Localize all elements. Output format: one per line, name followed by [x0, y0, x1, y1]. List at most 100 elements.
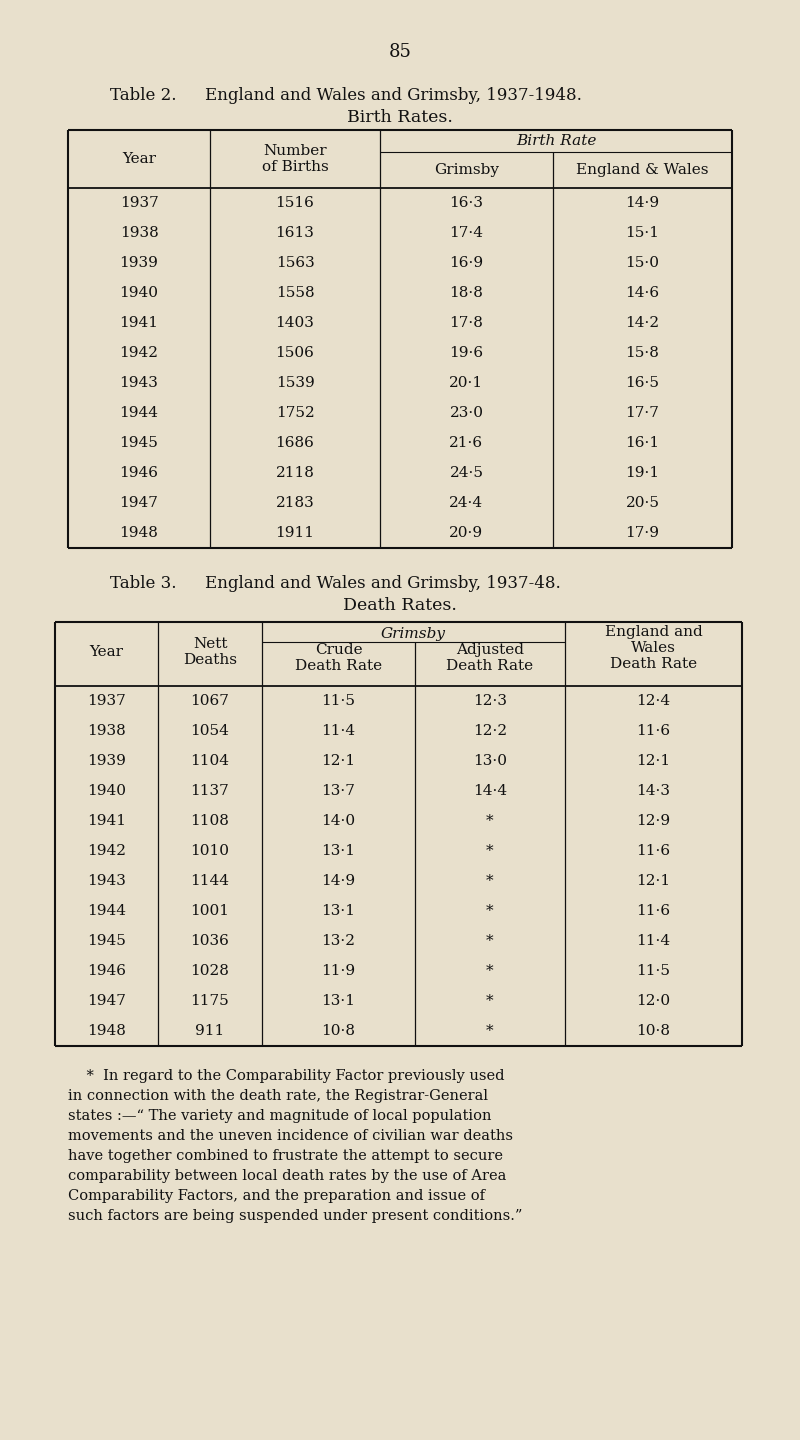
Text: 1010: 1010	[190, 844, 230, 858]
Text: 12·9: 12·9	[637, 814, 670, 828]
Text: movements and the uneven incidence of civilian war deaths: movements and the uneven incidence of ci…	[68, 1129, 513, 1143]
Text: 12·1: 12·1	[637, 755, 670, 768]
Text: 1944: 1944	[87, 904, 126, 919]
Text: 12·2: 12·2	[473, 724, 507, 737]
Text: 85: 85	[389, 43, 411, 60]
Text: *  In regard to the Comparability Factor previously used: * In regard to the Comparability Factor …	[68, 1068, 505, 1083]
Text: 1563: 1563	[276, 256, 314, 271]
Text: 1137: 1137	[190, 783, 230, 798]
Text: 1946: 1946	[87, 963, 126, 978]
Text: 1947: 1947	[87, 994, 126, 1008]
Text: Adjusted
Death Rate: Adjusted Death Rate	[446, 642, 534, 672]
Text: 1947: 1947	[119, 495, 158, 510]
Text: *: *	[486, 994, 494, 1008]
Text: 14·3: 14·3	[637, 783, 670, 798]
Text: 10·8: 10·8	[637, 1024, 670, 1038]
Text: 1942: 1942	[119, 346, 158, 360]
Text: *: *	[486, 935, 494, 948]
Text: 13·1: 13·1	[322, 904, 355, 919]
Text: 2183: 2183	[276, 495, 314, 510]
Text: Number
of Births: Number of Births	[262, 144, 328, 174]
Text: Grimsby: Grimsby	[434, 163, 499, 177]
Text: 17·8: 17·8	[450, 315, 483, 330]
Text: 14·6: 14·6	[626, 287, 659, 300]
Text: 1539: 1539	[276, 376, 314, 390]
Text: Comparability Factors, and the preparation and issue of: Comparability Factors, and the preparati…	[68, 1189, 485, 1202]
Text: 11·5: 11·5	[322, 694, 355, 708]
Text: Grimsby: Grimsby	[381, 626, 446, 641]
Text: 16·3: 16·3	[450, 196, 483, 210]
Text: 1946: 1946	[119, 467, 158, 480]
Text: have together combined to frustrate the attempt to secure: have together combined to frustrate the …	[68, 1149, 503, 1164]
Text: 1558: 1558	[276, 287, 314, 300]
Text: 1937: 1937	[120, 196, 158, 210]
Text: 1752: 1752	[276, 406, 314, 420]
Text: 13·1: 13·1	[322, 994, 355, 1008]
Text: 17·9: 17·9	[626, 526, 659, 540]
Text: 14·2: 14·2	[626, 315, 659, 330]
Text: Birth Rate: Birth Rate	[516, 134, 596, 148]
Text: 13·7: 13·7	[322, 783, 355, 798]
Text: 1036: 1036	[190, 935, 230, 948]
Text: 14·9: 14·9	[626, 196, 659, 210]
Text: 11·9: 11·9	[322, 963, 355, 978]
Text: 19·6: 19·6	[450, 346, 483, 360]
Text: in connection with the death rate, the Registrar-General: in connection with the death rate, the R…	[68, 1089, 488, 1103]
Text: 20·9: 20·9	[450, 526, 483, 540]
Text: Crude
Death Rate: Crude Death Rate	[295, 642, 382, 672]
Text: England & Wales: England & Wales	[576, 163, 709, 177]
Text: 1175: 1175	[190, 994, 230, 1008]
Text: 16·1: 16·1	[626, 436, 659, 449]
Text: 11·6: 11·6	[637, 904, 670, 919]
Text: 11·6: 11·6	[637, 844, 670, 858]
Text: 1941: 1941	[119, 315, 158, 330]
Text: 11·4: 11·4	[637, 935, 670, 948]
Text: 1943: 1943	[119, 376, 158, 390]
Text: 17·4: 17·4	[450, 226, 483, 240]
Text: Table 2.: Table 2.	[110, 88, 177, 105]
Text: 10·8: 10·8	[322, 1024, 355, 1038]
Text: 15·8: 15·8	[626, 346, 659, 360]
Text: England and Wales and Grimsby, 1937-1948.: England and Wales and Grimsby, 1937-1948…	[205, 88, 582, 105]
Text: such factors are being suspended under present conditions.”: such factors are being suspended under p…	[68, 1210, 522, 1223]
Text: 1944: 1944	[119, 406, 158, 420]
Text: *: *	[486, 844, 494, 858]
Text: 1945: 1945	[119, 436, 158, 449]
Text: 13·2: 13·2	[322, 935, 355, 948]
Text: 1911: 1911	[275, 526, 314, 540]
Text: 1937: 1937	[87, 694, 126, 708]
Text: 13·0: 13·0	[473, 755, 507, 768]
Text: 1028: 1028	[190, 963, 230, 978]
Text: 1613: 1613	[275, 226, 314, 240]
Text: 1686: 1686	[275, 436, 314, 449]
Text: *: *	[486, 874, 494, 888]
Text: 1943: 1943	[87, 874, 126, 888]
Text: states :—“ The variety and magnitude of local population: states :—“ The variety and magnitude of …	[68, 1109, 491, 1123]
Text: *: *	[486, 814, 494, 828]
Text: 12·1: 12·1	[637, 874, 670, 888]
Text: 1516: 1516	[275, 196, 314, 210]
Text: 1403: 1403	[275, 315, 314, 330]
Text: Year: Year	[90, 645, 123, 660]
Text: 20·5: 20·5	[626, 495, 659, 510]
Text: 1938: 1938	[120, 226, 158, 240]
Text: 1506: 1506	[275, 346, 314, 360]
Text: 2118: 2118	[275, 467, 314, 480]
Text: 12·0: 12·0	[637, 994, 670, 1008]
Text: 1939: 1939	[119, 256, 158, 271]
Text: comparability between local death rates by the use of Area: comparability between local death rates …	[68, 1169, 506, 1184]
Text: 1942: 1942	[87, 844, 126, 858]
Text: 1054: 1054	[190, 724, 230, 737]
Text: 12·4: 12·4	[637, 694, 670, 708]
Text: 1108: 1108	[190, 814, 230, 828]
Text: 1067: 1067	[190, 694, 230, 708]
Text: 21·6: 21·6	[450, 436, 483, 449]
Text: 14·0: 14·0	[322, 814, 355, 828]
Text: 1941: 1941	[87, 814, 126, 828]
Text: 14·9: 14·9	[322, 874, 355, 888]
Text: Nett
Deaths: Nett Deaths	[183, 636, 237, 667]
Text: 1001: 1001	[190, 904, 230, 919]
Text: 1104: 1104	[190, 755, 230, 768]
Text: 15·1: 15·1	[626, 226, 659, 240]
Text: 1939: 1939	[87, 755, 126, 768]
